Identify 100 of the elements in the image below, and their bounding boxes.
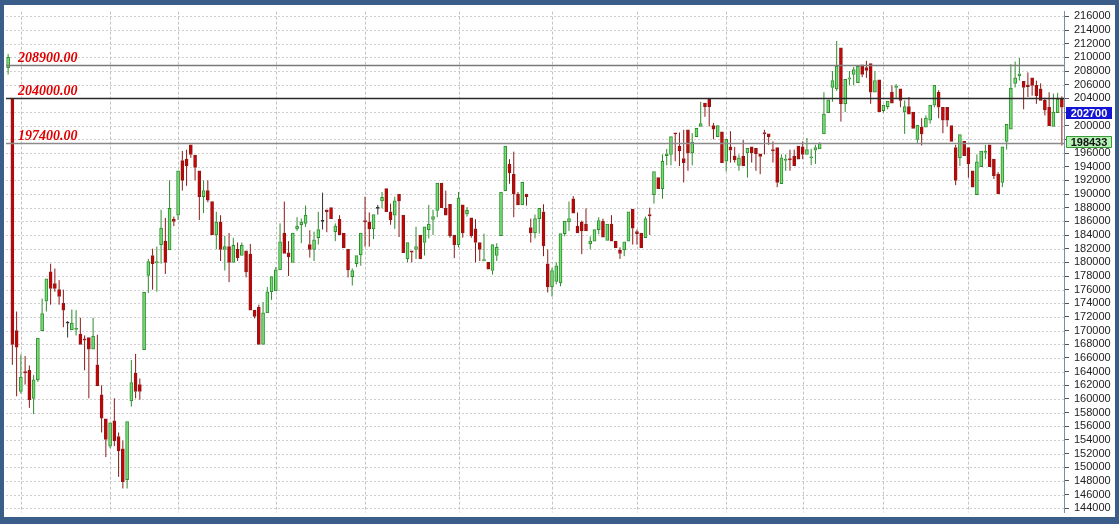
candlestick (324, 209, 329, 233)
y-tick-label: 196000 (1074, 146, 1111, 159)
candlestick (40, 298, 44, 331)
candlestick (499, 191, 503, 237)
candlestick (639, 232, 644, 249)
candlestick (244, 250, 248, 278)
candlestick (673, 132, 678, 162)
candlestick (248, 243, 253, 311)
ref-line-label: 208900.00 (17, 50, 78, 65)
y-tick-label: 184000 (1074, 228, 1111, 241)
candlestick (847, 70, 852, 86)
candlestick (189, 144, 193, 159)
candlestick (788, 149, 792, 172)
candlestick (826, 99, 831, 114)
y-tick-label: 188000 (1074, 200, 1111, 213)
candlestick (214, 211, 219, 250)
candlestick (834, 40, 839, 92)
candlestick (222, 235, 227, 272)
candlestick (588, 235, 593, 250)
y-tick-label: 178000 (1074, 269, 1111, 282)
candlestick (346, 249, 350, 278)
candlestick (545, 248, 550, 293)
candlestick (686, 129, 690, 172)
candlestick (839, 47, 843, 123)
text: 198433 (1070, 135, 1108, 148)
candlestick (1043, 97, 1047, 116)
candlestick (142, 292, 146, 351)
candlestick (894, 83, 898, 100)
candlestick (469, 217, 474, 239)
candlestick (732, 146, 737, 164)
y-tick-label: 174000 (1074, 296, 1111, 309)
candlestick (775, 147, 780, 188)
candlestick (1017, 57, 1022, 82)
y-tick-label: 172000 (1074, 310, 1111, 323)
candlestick (605, 223, 610, 241)
candlestick (36, 337, 40, 383)
candlestick (758, 153, 763, 175)
y-tick-label: 150000 (1074, 460, 1111, 473)
candlestick (511, 151, 516, 218)
ref-line-label: 204000.00 (17, 83, 78, 98)
candlestick (890, 84, 894, 104)
candlestick (282, 201, 287, 254)
y-tick-label: 170000 (1074, 323, 1111, 336)
y-tick-label: 190000 (1074, 187, 1111, 200)
candlestick (333, 222, 338, 242)
candlestick (452, 234, 457, 259)
candlestick (397, 193, 401, 238)
y-tick-label: 146000 (1074, 487, 1111, 500)
candlestick (460, 204, 465, 239)
candlestick (516, 191, 520, 206)
candlestick (822, 91, 826, 135)
y-tick-label: 168000 (1074, 337, 1111, 350)
candlestick (87, 337, 91, 399)
y-tick-label: 192000 (1074, 173, 1111, 186)
candlestick (91, 317, 95, 350)
y-tick-label: 216000 (1074, 9, 1111, 22)
candlestick (380, 191, 384, 209)
candlestick (367, 211, 372, 248)
y-tick-label: 214000 (1074, 23, 1111, 36)
candlestick (664, 148, 669, 166)
y-tick-label: 162000 (1074, 378, 1111, 391)
candlestick (584, 207, 588, 232)
candlestick (159, 209, 163, 265)
candlestick (193, 154, 197, 181)
candlestick (206, 179, 210, 203)
text: 202700 (1070, 106, 1108, 119)
candlestick (567, 201, 571, 232)
candlestick (172, 216, 176, 227)
candlestick (979, 150, 983, 168)
candlestick (868, 63, 873, 105)
y-tick-label: 212000 (1074, 36, 1111, 49)
candlestick (571, 195, 576, 214)
candlestick (384, 188, 389, 213)
candlestick (741, 139, 746, 167)
candlestick (975, 153, 979, 196)
candlestick (278, 222, 282, 271)
candlestick (630, 208, 635, 246)
candlestick (690, 132, 695, 166)
y-tick-label: 144000 (1074, 501, 1111, 514)
candlestick (962, 141, 966, 157)
candlestick (210, 201, 214, 236)
candlestick (70, 308, 74, 331)
candlestick (681, 129, 686, 183)
candlestick (316, 211, 321, 246)
candlestick (800, 140, 805, 160)
candlestick (265, 286, 270, 314)
candlestick (104, 418, 108, 458)
candlestick (528, 218, 533, 244)
candlestick (877, 79, 881, 113)
candlestick (414, 226, 418, 260)
candlestick (992, 158, 996, 180)
candlestick (197, 170, 202, 221)
candlestick (724, 139, 729, 172)
candlestick (809, 148, 814, 166)
candlestick (503, 145, 508, 191)
candlestick (618, 246, 622, 260)
y-tick-label: 208000 (1074, 64, 1111, 77)
candlestick (108, 422, 112, 449)
candlestick (851, 66, 856, 86)
candlestick (53, 267, 57, 293)
